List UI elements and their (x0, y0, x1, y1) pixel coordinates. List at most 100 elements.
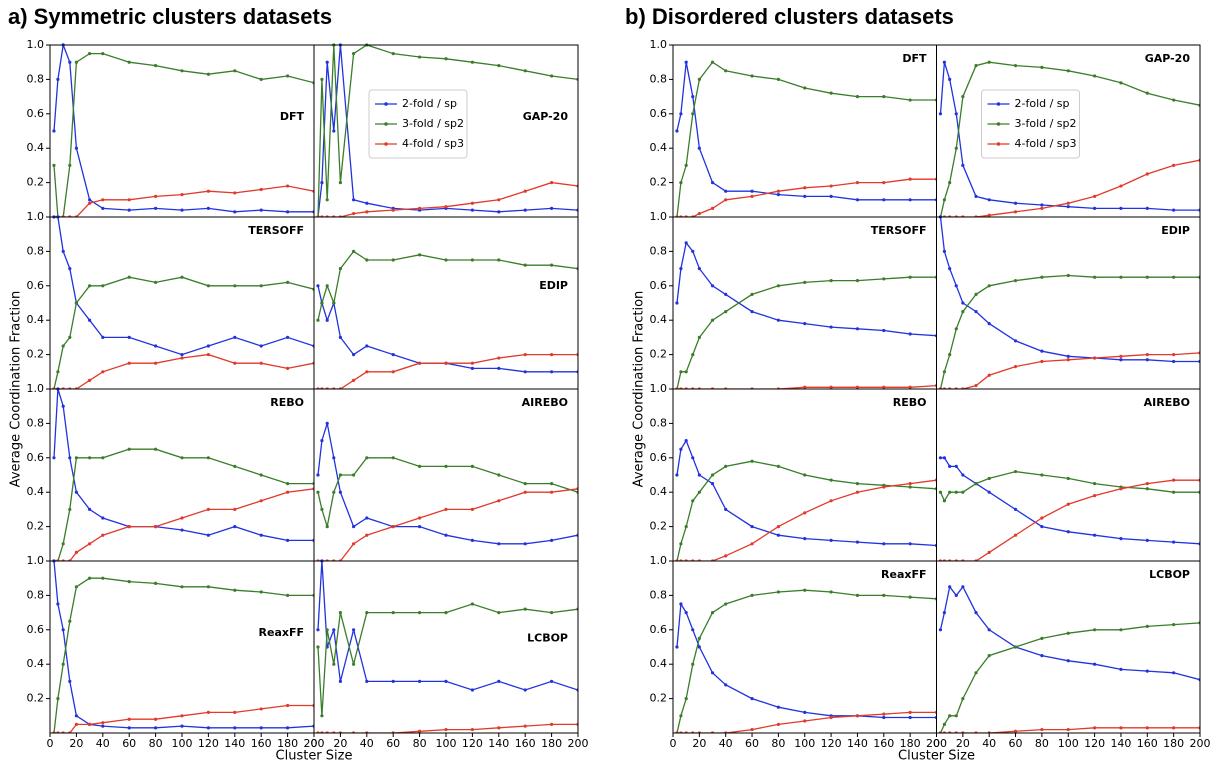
data-point (855, 490, 860, 494)
data-point (829, 499, 833, 503)
panel-label: AIREBO (1144, 396, 1190, 409)
data-point (1119, 628, 1123, 632)
data-point (882, 715, 886, 720)
data-point (180, 516, 184, 520)
data-point (684, 439, 688, 443)
data-point (320, 507, 324, 511)
plot-area (938, 456, 1200, 561)
data-point (679, 181, 683, 185)
data-point (1145, 172, 1149, 176)
x-tick-label: 20 (69, 737, 83, 750)
data-point (679, 267, 683, 271)
y-tick-label: 1.0 (650, 210, 668, 223)
data-point (286, 726, 290, 730)
series-line (676, 439, 937, 547)
x-tick-label: 80 (1035, 737, 1049, 750)
data-point (882, 542, 886, 546)
series-line (939, 622, 1200, 733)
plot-area (316, 559, 578, 733)
data-point (101, 516, 105, 520)
data-point (961, 163, 965, 167)
data-point (497, 258, 501, 262)
data-point (444, 258, 448, 262)
data-point (68, 619, 72, 623)
data-point (497, 64, 501, 68)
data-point (776, 590, 781, 594)
data-point (1013, 365, 1018, 369)
data-point (908, 177, 912, 181)
data-point (942, 249, 947, 253)
data-point (1093, 356, 1097, 360)
data-point (127, 275, 131, 279)
plot-area (316, 43, 578, 217)
data-point (320, 181, 324, 185)
data-point (750, 74, 754, 78)
y-axis-label: Average Coordination Fraction (9, 291, 24, 488)
data-point (679, 112, 683, 116)
data-point (332, 628, 336, 632)
x-tick-label: 180 (900, 737, 921, 750)
data-point (365, 370, 369, 374)
data-point (1040, 473, 1044, 477)
data-point (1093, 482, 1097, 486)
data-point (961, 95, 965, 99)
data-point (470, 602, 474, 606)
data-point (127, 335, 131, 339)
data-point (286, 366, 290, 370)
data-point (286, 335, 290, 339)
data-point (803, 537, 807, 541)
data-point (470, 727, 474, 732)
data-point (1119, 81, 1123, 85)
data-point (1093, 628, 1097, 632)
data-point (338, 473, 342, 477)
x-tick-label: 100 (1058, 737, 1079, 750)
series-line (54, 488, 314, 561)
data-point (127, 198, 131, 202)
data-point (550, 370, 554, 374)
data-point (470, 201, 474, 205)
data-point (776, 525, 781, 529)
y-tick-label: 0.6 (650, 107, 668, 120)
data-point (365, 533, 369, 537)
data-point (908, 595, 912, 599)
data-point (697, 211, 701, 216)
panel-label: DFT (280, 110, 305, 123)
data-point (829, 325, 833, 329)
data-point (691, 249, 695, 253)
x-tick-label: 160 (873, 737, 894, 750)
data-point (1145, 353, 1149, 357)
data-point (444, 507, 448, 511)
data-point (365, 344, 369, 348)
series-line (676, 62, 937, 201)
data-point (101, 198, 105, 202)
data-point (497, 499, 501, 503)
data-point (154, 581, 158, 585)
data-point (154, 717, 158, 721)
data-point (684, 370, 688, 374)
data-point (942, 60, 947, 64)
data-point (882, 181, 886, 185)
y-tick-label: 0.2 (27, 520, 45, 533)
data-point (750, 459, 754, 463)
data-point (154, 194, 158, 198)
x-tick-label: 60 (122, 737, 136, 750)
data-point (352, 662, 356, 666)
data-point (286, 490, 290, 494)
data-point (316, 628, 320, 632)
data-point (550, 611, 554, 615)
series-line (676, 276, 937, 389)
data-point (675, 129, 679, 133)
data-point (724, 464, 728, 468)
series-line (676, 601, 937, 719)
data-point (1172, 726, 1176, 730)
data-point (1172, 98, 1176, 102)
x-tick-label: 20 (956, 737, 970, 750)
data-point (418, 611, 422, 615)
data-point (1013, 64, 1018, 68)
data-point (684, 60, 688, 64)
data-point (691, 353, 695, 357)
data-point (418, 525, 422, 529)
x-tick-label: 160 (515, 737, 536, 750)
data-point (127, 447, 131, 451)
data-point (829, 279, 833, 283)
